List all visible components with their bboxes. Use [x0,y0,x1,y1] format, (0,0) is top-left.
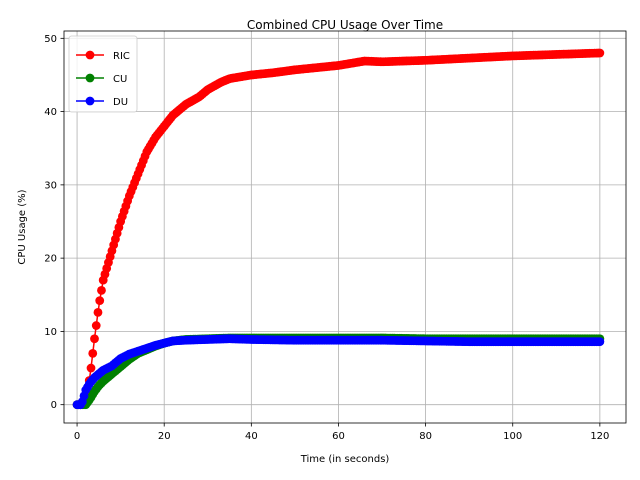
y-axis-label: CPU Usage (%) [17,189,28,264]
axis-ticks: 0 20 40 60 80 100 120 0 10 20 30 40 50 [44,34,609,442]
legend-item-du: DU [76,96,128,108]
y-tick-label: 0 [51,400,57,411]
x-tick-label: 120 [590,431,609,442]
y-tick-label: 20 [44,254,57,265]
data-point-ric [93,307,103,317]
data-point-ric [595,48,605,58]
data-point-ric [95,296,105,306]
x-axis-label: Time (in seconds) [300,454,390,465]
legend-marker-du [85,96,95,106]
y-tick-label: 10 [44,327,57,338]
legend-item-cu: CU [76,73,127,85]
legend-marker-ric [85,50,95,60]
plot-frame [63,30,627,424]
y-tick-label: 50 [44,34,57,45]
legend: RIC CU DU [68,35,138,113]
legend-label-du: DU [113,97,128,108]
series-du [72,334,605,410]
data-point-ric [88,348,98,358]
x-tick-label: 60 [332,431,345,442]
x-tick-label: 20 [158,431,171,442]
series-layer [72,48,605,410]
data-point-du [595,337,605,347]
chart-title: Combined CPU Usage Over Time [247,18,443,32]
y-tick-label: 40 [44,107,57,118]
x-tick-label: 80 [419,431,432,442]
x-tick-label: 0 [74,431,80,442]
x-tick-label: 100 [503,431,522,442]
legend-item-ric: RIC [76,50,130,62]
legend-label-ric: RIC [113,51,130,62]
x-tick-label: 40 [245,431,258,442]
y-tick-label: 30 [44,180,57,191]
grid-lines [64,31,626,423]
legend-marker-cu [85,73,95,83]
data-point-ric [90,334,99,344]
legend-label-cu: CU [113,74,127,85]
data-point-ric [91,321,101,330]
data-point-ric [97,285,106,295]
data-point-ric [86,363,96,373]
